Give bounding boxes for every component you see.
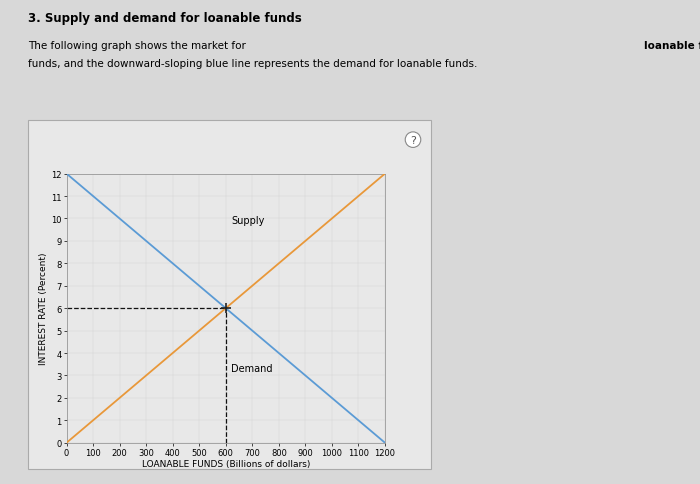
- Text: The following graph shows the market for: The following graph shows the market for: [28, 41, 249, 51]
- Text: ?: ?: [410, 136, 416, 145]
- Text: Supply: Supply: [231, 215, 265, 226]
- Y-axis label: INTEREST RATE (Percent): INTEREST RATE (Percent): [39, 253, 48, 364]
- Text: loanable funds: loanable funds: [643, 41, 700, 51]
- Text: funds, and the downward-sloping blue line represents the demand for loanable fun: funds, and the downward-sloping blue lin…: [28, 59, 477, 69]
- X-axis label: LOANABLE FUNDS (Billions of dollars): LOANABLE FUNDS (Billions of dollars): [141, 459, 310, 469]
- Text: 3. Supply and demand for loanable funds: 3. Supply and demand for loanable funds: [28, 12, 302, 25]
- Text: Demand: Demand: [231, 363, 272, 373]
